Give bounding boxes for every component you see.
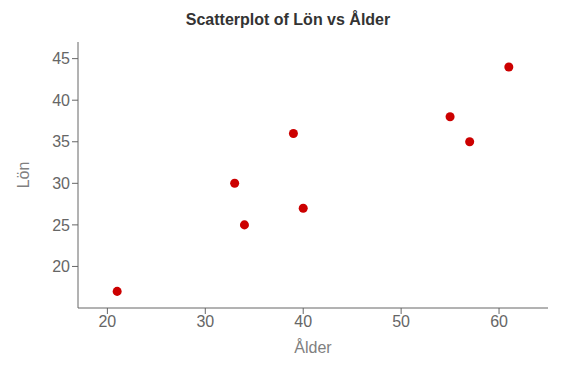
svg-text:40: 40 (52, 92, 70, 109)
svg-text:25: 25 (52, 217, 70, 234)
svg-text:60: 60 (490, 313, 508, 330)
svg-text:Ålder: Ålder (294, 338, 332, 356)
svg-text:30: 30 (196, 313, 214, 330)
svg-text:Lön: Lön (15, 162, 32, 189)
svg-text:20: 20 (52, 258, 70, 275)
svg-text:30: 30 (52, 175, 70, 192)
svg-text:20: 20 (98, 313, 116, 330)
svg-text:50: 50 (392, 313, 410, 330)
svg-text:45: 45 (52, 50, 70, 67)
html-text:Scatterplot of Lön vs Ålder: Scatterplot of Lön vs Ålder (185, 11, 391, 28)
svg-text:40: 40 (294, 313, 312, 330)
svg-text:35: 35 (52, 133, 70, 150)
